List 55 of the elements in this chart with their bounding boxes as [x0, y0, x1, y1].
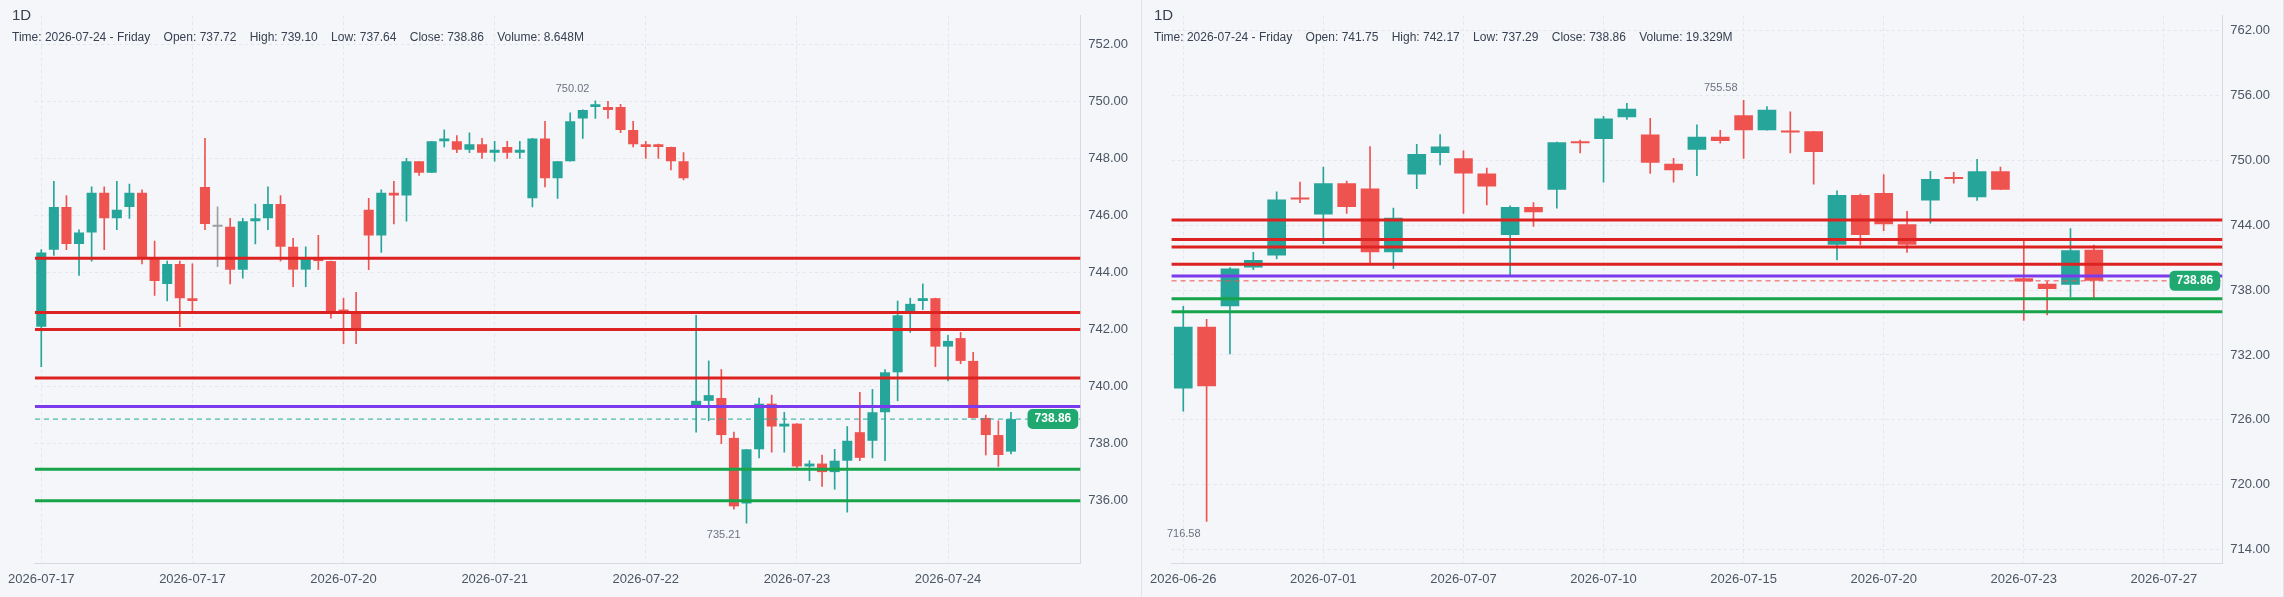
y-tick-label: 756.00 — [2230, 87, 2270, 103]
x-tick-label: 2026-07-27 — [2130, 570, 2198, 586]
y-tick-label: 748.00 — [1088, 149, 1128, 165]
ref-line-label: 738.86 — [2176, 273, 2214, 288]
candlestick — [1780, 111, 1800, 154]
y-tick-label: 714.00 — [2230, 540, 2270, 556]
y-tick-label: 746.00 — [1088, 207, 1128, 223]
annotation: 750.02 — [555, 81, 590, 94]
annotation: 755.58 — [1703, 81, 1738, 94]
y-tick-label: 738.00 — [2230, 281, 2270, 297]
candlestick — [640, 140, 651, 159]
y-tick-label: 750.00 — [2230, 152, 2270, 168]
candlestick — [1290, 181, 1310, 203]
y-tick-label: 740.00 — [1088, 378, 1128, 394]
y-tick-label: 744.00 — [1088, 264, 1128, 280]
y-tick-label: 736.00 — [1088, 492, 1128, 508]
candlestick — [111, 180, 122, 231]
y-tick-label: 762.00 — [2230, 22, 2270, 38]
candlestick — [1944, 172, 1964, 184]
x-tick-label: 2026-07-24 — [914, 570, 982, 586]
candlestick — [439, 129, 450, 148]
x-tick-label: 2026-07-01 — [1290, 570, 1357, 586]
candlestick — [942, 334, 954, 382]
candlestick — [602, 101, 614, 119]
y-tick-label: 738.00 — [1088, 435, 1128, 451]
x-tick-label: 2026-07-07 — [1430, 570, 1497, 586]
x-tick-label: 2026-07-20 — [310, 570, 377, 586]
y-tick-label: 744.00 — [2230, 216, 2270, 232]
ref-line-label: 738.86 — [1034, 411, 1072, 426]
candlestick — [1570, 139, 1590, 154]
annotation: 716.58 — [1166, 526, 1201, 539]
text: Time: 2026-07-24 - Friday Open: 741.75 High: 742.17 Low: 737.29 Close: 738.86 Volume: 19.329M — [1154, 30, 1733, 44]
x-tick-label: 2026-06-26 — [1150, 570, 1217, 586]
candlestick — [514, 140, 525, 159]
text: Time: 2026-07-24 - Friday Open: 737.72 High: 739.10 Low: 737.64 Close: 738.86 Volume: 8.648M — [12, 30, 584, 44]
chart-title: 1D — [1154, 6, 1175, 23]
x-tick-label: 2026-07-17 — [159, 570, 226, 586]
y-tick-label: 726.00 — [2230, 411, 2270, 427]
annotation: 735.21 — [706, 528, 741, 541]
chart-title: 1D — [12, 6, 33, 23]
x-tick-label: 2026-07-20 — [1850, 570, 1917, 586]
x-tick-label: 2026-07-10 — [1570, 570, 1637, 586]
y-tick-label: 742.00 — [1088, 321, 1128, 337]
y-tick-label: 720.00 — [2230, 476, 2270, 492]
x-tick-label: 2026-07-15 — [1710, 570, 1777, 586]
candlestick — [1430, 134, 1450, 166]
y-tick-label: 732.00 — [2230, 346, 2270, 362]
x-tick-label: 2026-07-21 — [461, 570, 528, 586]
x-tick-label: 2026-07-17 — [8, 570, 75, 586]
y-tick-label: 750.00 — [1088, 92, 1128, 108]
x-tick-label: 2026-07-23 — [763, 570, 831, 586]
x-tick-label: 2026-07-23 — [1990, 570, 2058, 586]
y-tick-label: 752.00 — [1088, 35, 1128, 51]
candlestick — [917, 283, 928, 310]
x-tick-label: 2026-07-22 — [612, 570, 680, 586]
